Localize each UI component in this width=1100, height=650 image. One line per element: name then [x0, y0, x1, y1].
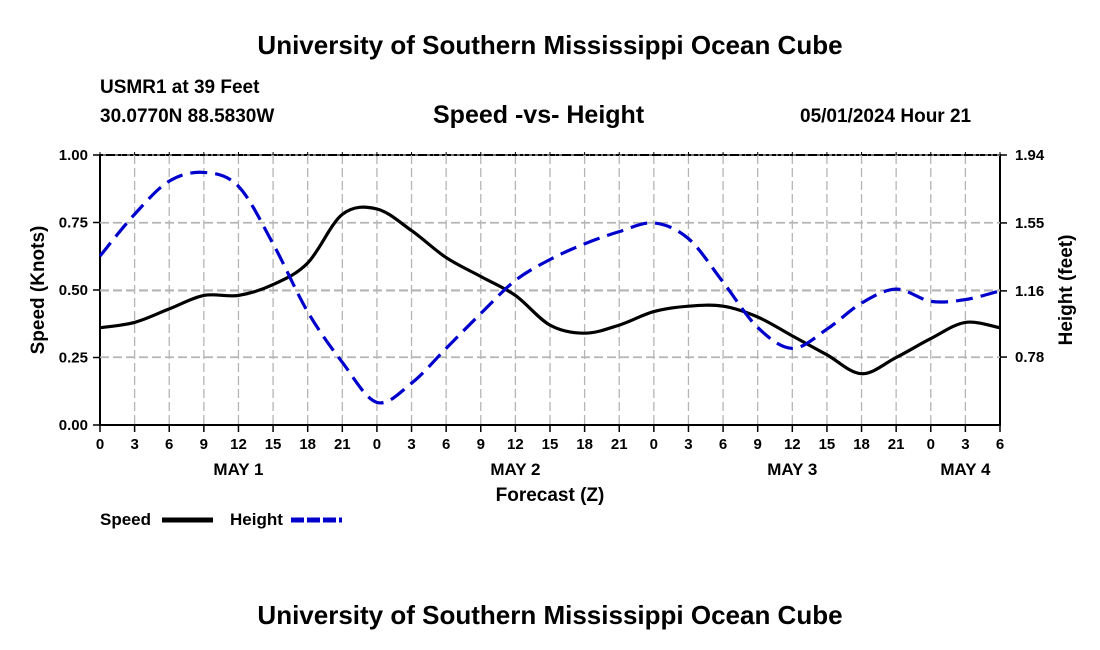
- x-tick-label: 21: [334, 436, 351, 453]
- day-label: MAY 3: [767, 460, 817, 479]
- x-tick-label: 21: [888, 436, 905, 453]
- series-line-height: [98, 170, 1001, 405]
- x-tick-label: 3: [961, 436, 969, 453]
- x-tick-label: 21: [611, 436, 628, 453]
- y2-tick-label: 1.16: [1015, 283, 1044, 300]
- y2-tick-label: 1.94: [1015, 147, 1045, 164]
- y-axis-title: Speed (Knots): [28, 226, 49, 355]
- x-tick-label: 15: [265, 436, 282, 453]
- day-label: MAY 2: [490, 460, 540, 479]
- x-tick-label: 18: [853, 436, 870, 453]
- legend-label: Height: [230, 510, 283, 529]
- series-lines: [98, 170, 1001, 405]
- y2-axis-title: Height (feet): [1056, 235, 1077, 346]
- x-tick-label: 0: [927, 436, 935, 453]
- station-label: USMR1 at 39 Feet: [100, 77, 260, 98]
- x-tick-label: 3: [684, 436, 692, 453]
- station-coordinates: 30.0770N 88.5830W: [100, 106, 275, 127]
- legend-label: Speed: [100, 510, 151, 529]
- x-tick-label: 12: [507, 436, 524, 453]
- y-tick-label: 1.00: [59, 147, 88, 164]
- y-tick-label: 0.25: [59, 350, 88, 367]
- series-line-speed: [99, 205, 1001, 376]
- x-tick-label: 3: [130, 436, 138, 453]
- x-tick-label: 6: [165, 436, 173, 453]
- x-tick-label: 0: [373, 436, 381, 453]
- x-tick-label: 18: [576, 436, 593, 453]
- x-tick-label: 0: [650, 436, 658, 453]
- y-tick-label: 0.50: [59, 282, 88, 299]
- x-tick-label: 18: [299, 436, 316, 453]
- x-tick-label: 0: [96, 436, 104, 453]
- x-tick-label: 9: [477, 436, 485, 453]
- legend: Speed Height: [100, 510, 342, 529]
- y2-tick-label: 0.78: [1015, 349, 1044, 366]
- x-tick-label: 15: [542, 436, 559, 453]
- x-tick-label: 6: [996, 436, 1004, 453]
- chart-subtitle: Speed -vs- Height: [433, 101, 645, 129]
- x-tick-label: 12: [784, 436, 801, 453]
- grid: [100, 154, 1000, 425]
- forecast-datetime: 05/01/2024 Hour 21: [800, 106, 972, 127]
- x-tick-label: 12: [230, 436, 247, 453]
- y2-tick-label: 1.55: [1015, 215, 1044, 232]
- footer-title: University of Southern Mississippi Ocean…: [257, 600, 843, 630]
- x-tick-label: 6: [719, 436, 727, 453]
- day-label: MAY 4: [940, 460, 991, 479]
- x-axis-title: Forecast (Z): [496, 485, 605, 506]
- day-label: MAY 1: [213, 460, 263, 479]
- axis-ticks: 0 3 6 9 12 15 18 21 0 3 6 9 12 15 18 21 0 3 6 9 12 15 18 21 0 3 6 0…: [59, 147, 1045, 479]
- x-tick-label: 15: [819, 436, 836, 453]
- x-tick-label: 9: [200, 436, 208, 453]
- x-tick-label: 3: [407, 436, 415, 453]
- y-tick-label: 0.75: [59, 215, 88, 232]
- page-title: University of Southern Mississippi Ocean…: [257, 30, 843, 60]
- x-tick-label: 9: [754, 436, 762, 453]
- y-tick-label: 0.00: [59, 417, 88, 434]
- x-tick-label: 6: [442, 436, 450, 453]
